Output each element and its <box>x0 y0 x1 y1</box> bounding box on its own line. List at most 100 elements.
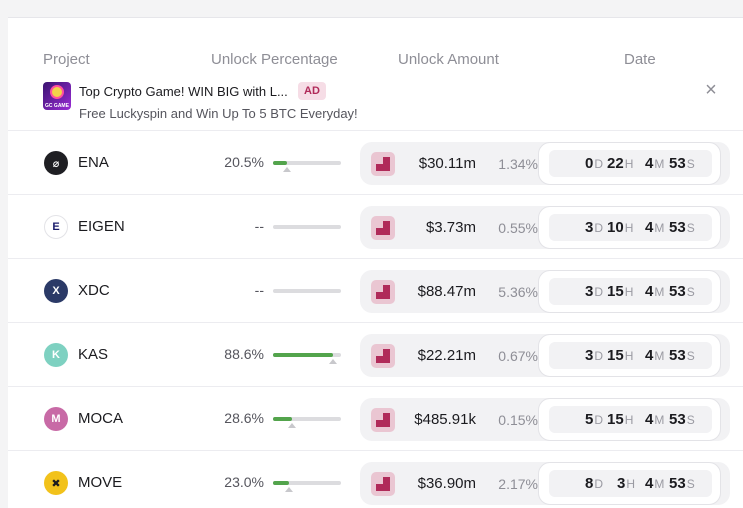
countdown: 8D 3H 4M 53S <box>549 470 712 497</box>
token-icon <box>371 408 395 432</box>
countdown-box: 5D 15H 4M 53S <box>538 398 721 441</box>
project-logo-glyph: X <box>52 285 60 297</box>
ad-logo-text: GC GAME <box>45 103 69 109</box>
unlock-progress-bar <box>273 161 341 172</box>
project-logo-icon: ✖ <box>44 471 68 495</box>
header-unlock-amount: Unlock Amount <box>398 51 499 68</box>
project-logo-glyph: E <box>52 221 60 233</box>
token-icon <box>371 280 395 304</box>
ad-subtitle: Free Luckyspin and Win Up To 5 BTC Every… <box>79 106 358 121</box>
countdown-seconds: 53S <box>669 411 695 428</box>
countdown-box: 3D 15H 4M 53S <box>538 270 721 313</box>
countdown-minutes: 4M <box>645 155 665 172</box>
project-logo-glyph: M <box>51 413 61 425</box>
countdown-box: 3D 15H 4M 53S <box>538 334 721 377</box>
countdown-seconds: 53S <box>669 219 695 236</box>
project-name[interactable]: MOVE <box>78 474 123 491</box>
unlock-amount-box[interactable]: $3.73m 0.55% 3D 10H 4M 53S <box>360 206 730 249</box>
table-row[interactable]: K KAS 88.6% $22.21m 0.67% 3D 15H 4M 53S <box>8 322 743 386</box>
progress-marker-icon <box>283 167 291 172</box>
project-logo-icon: ⌀ <box>44 151 68 175</box>
table-row[interactable]: E EIGEN -- $3.73m 0.55% 3D 10H 4M 53S <box>8 194 743 258</box>
project-logo-icon: M <box>44 407 68 431</box>
unlock-progress-bar <box>273 289 341 293</box>
countdown-seconds: 53S <box>669 155 695 172</box>
unlock-supply-share: 1.34% <box>498 156 538 172</box>
countdown-minutes: 4M <box>645 219 665 236</box>
progress-marker-icon <box>285 487 293 492</box>
ad-badge: AD <box>298 82 326 100</box>
countdown-box: 0D 22H 4M 53S <box>538 142 721 185</box>
progress-fill <box>273 481 289 485</box>
table-header: Project Unlock Percentage Unlock Amount … <box>8 51 743 69</box>
table-row[interactable]: ✖ MOVE 23.0% $36.90m 2.17% 8D 3H 4M 53S <box>8 450 743 508</box>
countdown-days: 8D <box>585 475 604 492</box>
unlock-amount: $22.21m <box>417 347 476 364</box>
countdown-seconds: 53S <box>669 475 695 492</box>
token-icon <box>371 216 395 240</box>
unlock-percentage: -- <box>254 218 264 234</box>
unlock-percentage: 28.6% <box>224 410 264 426</box>
project-name[interactable]: XDC <box>78 282 110 299</box>
unlock-supply-share: 2.17% <box>498 476 538 492</box>
ad-title[interactable]: Top Crypto Game! WIN BIG with L... <box>79 84 288 99</box>
project-name[interactable]: EIGEN <box>78 218 125 235</box>
unlock-amount-box[interactable]: $22.21m 0.67% 3D 15H 4M 53S <box>360 334 730 377</box>
token-icon <box>371 344 395 368</box>
countdown-seconds: 53S <box>669 347 695 364</box>
project-name[interactable]: KAS <box>78 346 109 363</box>
unlock-progress-bar <box>273 417 341 428</box>
countdown: 5D 15H 4M 53S <box>549 406 712 433</box>
countdown: 0D 22H 4M 53S <box>549 150 712 177</box>
header-unlock-percentage: Unlock Percentage <box>211 51 338 68</box>
project-name[interactable]: MOCA <box>78 410 123 427</box>
table-row[interactable]: ⌀ ENA 20.5% $30.11m 1.34% 0D 22H 4M 53S <box>8 130 743 194</box>
countdown-box: 3D 10H 4M 53S <box>538 206 721 249</box>
table-row[interactable]: M MOCA 28.6% $485.91k 0.15% 5D 15H 4M 53… <box>8 386 743 450</box>
unlock-supply-share: 0.55% <box>498 220 538 236</box>
ad-logo: GC GAME <box>43 82 71 110</box>
unlock-card: Project Unlock Percentage Unlock Amount … <box>8 17 743 508</box>
unlock-amount: $30.11m <box>418 155 476 172</box>
unlock-progress-bar <box>273 353 341 364</box>
token-icon <box>371 472 395 496</box>
unlock-table: ⌀ ENA 20.5% $30.11m 1.34% 0D 22H 4M 53S … <box>8 130 743 508</box>
countdown-minutes: 4M <box>645 475 665 492</box>
project-logo-glyph: K <box>52 349 60 361</box>
progress-fill <box>273 353 333 357</box>
countdown: 3D 15H 4M 53S <box>549 342 712 369</box>
unlock-amount: $485.91k <box>414 411 476 428</box>
token-icon <box>371 152 395 176</box>
countdown-hours: 3H <box>617 475 636 492</box>
unlock-amount: $3.73m <box>425 219 476 236</box>
countdown: 3D 15H 4M 53S <box>549 278 712 305</box>
ad-banner[interactable]: GC GAME Top Crypto Game! WIN BIG with L.… <box>8 79 743 130</box>
unlock-amount-box[interactable]: $485.91k 0.15% 5D 15H 4M 53S <box>360 398 730 441</box>
project-logo-icon: K <box>44 343 68 367</box>
progress-fill <box>273 161 287 165</box>
countdown-hours: 15H <box>607 411 634 428</box>
countdown-minutes: 4M <box>645 347 665 364</box>
unlock-amount-box[interactable]: $30.11m 1.34% 0D 22H 4M 53S <box>360 142 730 185</box>
countdown-days: 3D <box>585 347 604 364</box>
countdown-days: 3D <box>585 219 604 236</box>
countdown: 3D 10H 4M 53S <box>549 214 712 241</box>
countdown-seconds: 53S <box>669 283 695 300</box>
unlock-percentage: 20.5% <box>224 154 264 170</box>
close-icon[interactable]: × <box>705 79 717 101</box>
project-logo-glyph: ✖ <box>51 477 61 490</box>
table-row[interactable]: X XDC -- $88.47m 5.36% 3D 15H 4M 53S <box>8 258 743 322</box>
project-logo-glyph: ⌀ <box>52 157 60 170</box>
unlock-percentage: 88.6% <box>224 346 264 362</box>
unlock-progress-bar <box>273 225 341 229</box>
unlock-supply-share: 0.67% <box>498 348 538 364</box>
project-name[interactable]: ENA <box>78 154 109 171</box>
countdown-days: 3D <box>585 283 604 300</box>
countdown-hours: 15H <box>607 283 634 300</box>
countdown-days: 0D <box>585 155 604 172</box>
unlock-progress-bar <box>273 481 341 492</box>
unlock-amount-box[interactable]: $36.90m 2.17% 8D 3H 4M 53S <box>360 462 730 505</box>
progress-fill <box>273 417 292 421</box>
unlock-amount-box[interactable]: $88.47m 5.36% 3D 15H 4M 53S <box>360 270 730 313</box>
project-logo-icon: E <box>44 215 68 239</box>
